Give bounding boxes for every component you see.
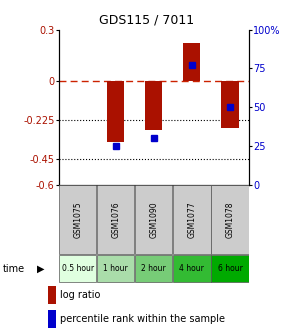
Text: GSM1078: GSM1078 [226,201,234,238]
Text: 1 hour: 1 hour [103,264,128,273]
Text: 6 hour: 6 hour [218,264,242,273]
Text: 2 hour: 2 hour [142,264,166,273]
Bar [222,81,239,128]
Text: percentile rank within the sample: percentile rank within the sample [60,314,225,324]
Bar [97,255,134,282]
Text: GSM1076: GSM1076 [111,201,120,238]
Text: GDS115 / 7011: GDS115 / 7011 [99,13,194,26]
Text: time: time [3,264,25,274]
Bar [97,185,134,254]
Bar [173,255,211,282]
Bar [48,286,56,304]
Text: GSM1075: GSM1075 [73,201,82,238]
Text: GSM1090: GSM1090 [149,201,158,238]
Bar [135,185,173,254]
Text: log ratio: log ratio [60,290,101,300]
Bar [135,255,173,282]
Bar [145,81,162,130]
Bar [183,43,200,81]
Text: ▶: ▶ [37,264,45,274]
Bar [211,255,249,282]
Text: 0.5 hour: 0.5 hour [62,264,94,273]
Bar [59,185,96,254]
Bar [211,185,249,254]
Bar [48,310,56,328]
Text: 4 hour: 4 hour [180,264,204,273]
Text: GSM1077: GSM1077 [188,201,196,238]
Bar [59,255,96,282]
Bar [173,185,211,254]
Bar [107,81,124,141]
